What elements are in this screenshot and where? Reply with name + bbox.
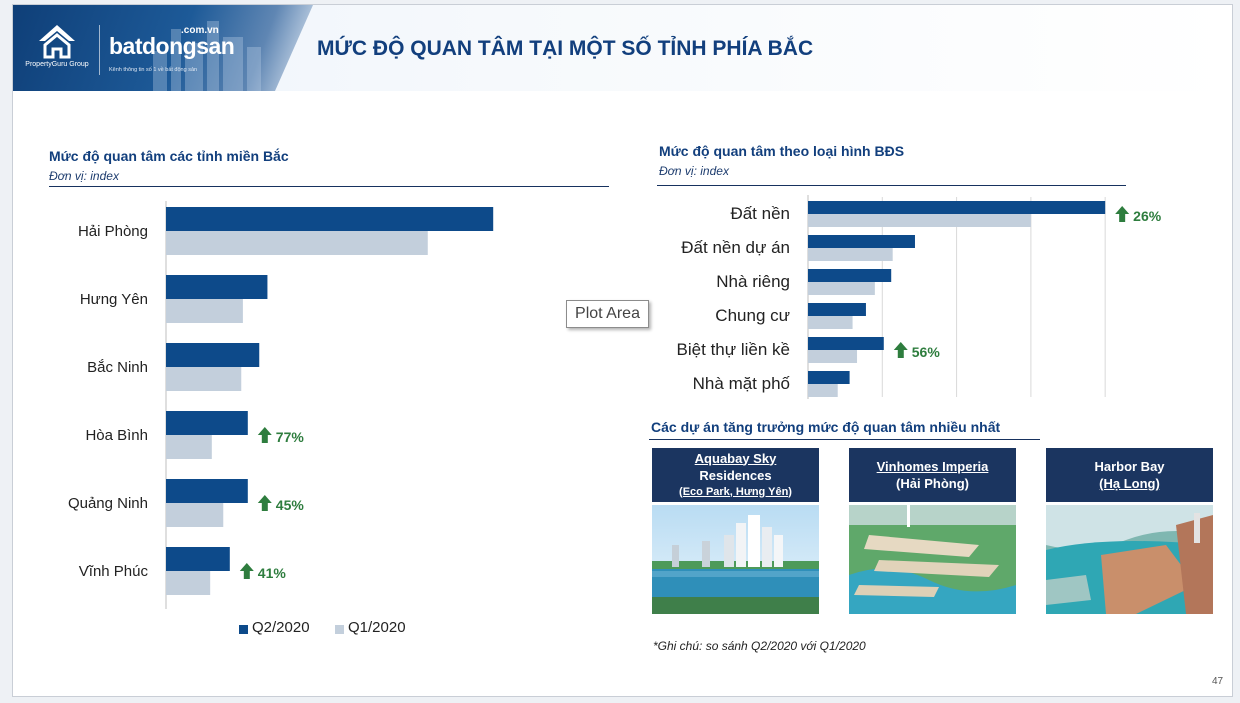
- legend-q1-swatch: [335, 625, 344, 634]
- bar-q2: [808, 201, 1106, 214]
- harbor-bay-project-image: [1046, 505, 1213, 614]
- growth-arrow-icon: [893, 342, 908, 358]
- left-bar-chart: Hải Phòng Hưng Yên Bắc Ninh Hòa Bình 77% Quản…: [68, 201, 494, 609]
- batdongsan-tagline: Kênh thông tin số 1 về bất động sản: [109, 67, 198, 73]
- growth-arrow-icon: [257, 495, 272, 511]
- bar-q2: [166, 411, 248, 435]
- growth-arrow-icon: [239, 563, 254, 579]
- bar-q2: [808, 303, 866, 316]
- category-label: Chung cư: [715, 306, 790, 325]
- skyline-building: [153, 51, 167, 91]
- left-chart-rule: [49, 186, 609, 187]
- category-label: Bắc Ninh: [87, 359, 148, 376]
- bar-q1: [808, 248, 893, 261]
- category-label: Quảng Ninh: [68, 495, 148, 512]
- bar-q2: [166, 547, 230, 571]
- bar-q1: [166, 435, 212, 459]
- bar-q1: [808, 384, 838, 397]
- growth-arrow-icon: [1115, 206, 1130, 222]
- category-label: Biệt thự liền kề: [677, 340, 790, 359]
- project-card-header: Harbor Bay (Hạ Long): [1046, 448, 1213, 502]
- bar-q1: [808, 316, 853, 329]
- bar-q2: [166, 275, 268, 299]
- batdongsan-logo: batdongsan: [109, 33, 235, 59]
- bar-q2: [808, 371, 850, 384]
- bar-q1: [166, 231, 428, 255]
- skyline-building: [185, 43, 203, 91]
- category-label: Hải Phòng: [78, 223, 148, 240]
- category-label: Nhà riêng: [716, 272, 790, 291]
- bar-q2: [808, 269, 892, 282]
- project-location: (Eco Park, Hưng Yên): [679, 485, 792, 498]
- vinhomes-imperia-project-image: [849, 505, 1016, 614]
- skyline-building: [223, 37, 243, 91]
- legend-q1-label: Q1/2020: [348, 619, 406, 636]
- logo-divider: [99, 25, 100, 75]
- projects-rule: [649, 439, 1040, 440]
- project-location: (Hạ Long): [1099, 476, 1160, 491]
- bar-q1: [166, 367, 242, 391]
- aquabay-project-image: [652, 505, 819, 614]
- right-chart-unit: Đơn vị: index: [659, 164, 729, 178]
- growth-arrow-icon: [257, 427, 272, 443]
- bar-q1: [166, 299, 243, 323]
- bar-q2: [808, 337, 884, 350]
- project-card-aquabay[interactable]: Aquabay Sky Residences (Eco Park, Hưng Y…: [652, 448, 819, 614]
- category-label: Nhà mặt phố: [693, 374, 791, 393]
- growth-label: 41%: [258, 565, 287, 581]
- growth-label: 26%: [1133, 208, 1162, 224]
- batdongsan-domain: .com.vn: [181, 25, 219, 36]
- category-label: Đất nền: [730, 204, 790, 223]
- project-card-vinhomes-imperia[interactable]: Vinhomes Imperia (Hải Phòng): [849, 448, 1016, 614]
- left-chart-title: Mức độ quan tâm các tỉnh miền Bắc: [49, 148, 289, 164]
- growth-label: 77%: [276, 429, 305, 445]
- bar-q1: [166, 571, 211, 595]
- plot-area-tooltip: Plot Area: [566, 300, 649, 328]
- bar-q2: [808, 235, 915, 248]
- category-label: Hưng Yên: [80, 291, 148, 308]
- slide: PropertyGuru Group .com.vn batdongsan Kê…: [12, 4, 1233, 697]
- projects-title: Các dự án tăng trưởng mức độ quan tâm nh…: [651, 419, 1001, 435]
- project-name-line1: Vinhomes Imperia: [876, 459, 989, 474]
- footnote: *Ghi chú: so sánh Q2/2020 với Q1/2020: [653, 639, 866, 653]
- bar-q1: [166, 503, 224, 527]
- project-name-line1: Harbor Bay: [1094, 459, 1165, 474]
- project-card-harbor-bay[interactable]: Harbor Bay (Hạ Long): [1046, 448, 1213, 614]
- project-location: (Hải Phòng): [896, 476, 969, 491]
- bar-q1: [808, 350, 858, 363]
- legend-q2-swatch: [239, 625, 248, 634]
- bar-q2: [166, 479, 248, 503]
- bar-q2: [166, 343, 260, 367]
- left-chart-unit: Đơn vị: index: [49, 169, 119, 183]
- propertyguru-logo-icon: [39, 25, 75, 59]
- category-label: Vĩnh Phúc: [79, 563, 149, 580]
- category-label: Đất nền dự án: [681, 238, 790, 257]
- propertyguru-logo-text: PropertyGuru Group: [25, 61, 89, 68]
- project-name-line1: Aquabay Sky: [694, 450, 777, 466]
- right-chart-rule: [657, 185, 1126, 186]
- right-bar-chart: Đất nền 26% Đất nền dự án Nhà riêng Chung cư…: [677, 195, 1162, 399]
- page-number: 47: [1212, 676, 1224, 687]
- growth-label: 45%: [276, 497, 305, 513]
- bar-q2: [166, 207, 494, 231]
- project-name-line2: Residences: [699, 467, 772, 483]
- category-label: Hòa Bình: [85, 427, 148, 444]
- skyline-building: [207, 21, 219, 91]
- bar-q1: [808, 214, 1031, 227]
- skyline-building: [171, 29, 181, 91]
- bar-q1: [808, 282, 875, 295]
- right-chart-title: Mức độ quan tâm theo loại hình BĐS: [659, 143, 905, 159]
- growth-label: 56%: [912, 344, 941, 360]
- legend-q2-label: Q2/2020: [252, 619, 310, 636]
- page-title: MỨC ĐỘ QUAN TÂM TẠI MỘT SỐ TỈNH PHÍA BẮC: [317, 37, 814, 60]
- project-card-header: Vinhomes Imperia (Hải Phòng): [849, 448, 1016, 502]
- logo-band: PropertyGuru Group .com.vn batdongsan Kê…: [13, 5, 313, 91]
- project-card-header: Aquabay Sky Residences (Eco Park, Hưng Y…: [652, 448, 819, 502]
- skyline-building: [247, 47, 261, 91]
- header-banner: PropertyGuru Group .com.vn batdongsan Kê…: [13, 5, 1232, 91]
